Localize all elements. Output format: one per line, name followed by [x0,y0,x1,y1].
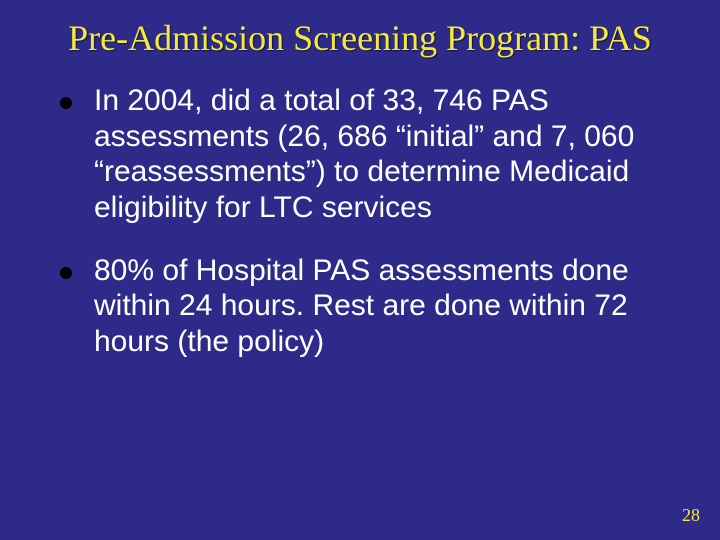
bullet-text: In 2004, did a total of 33, 746 PAS asse… [94,83,660,225]
bullet-text: 80% of Hospital PAS assessments done wit… [94,253,660,359]
bullet-item: In 2004, did a total of 33, 746 PAS asse… [60,83,660,225]
bullet-marker-icon [60,267,72,279]
slide-title: Pre-Admission Screening Program: PAS [0,0,720,59]
page-number: 28 [682,505,700,526]
bullet-marker-icon [60,97,72,109]
slide-body: In 2004, did a total of 33, 746 PAS asse… [0,59,720,359]
bullet-item: 80% of Hospital PAS assessments done wit… [60,253,660,359]
slide: Pre-Admission Screening Program: PAS In … [0,0,720,540]
